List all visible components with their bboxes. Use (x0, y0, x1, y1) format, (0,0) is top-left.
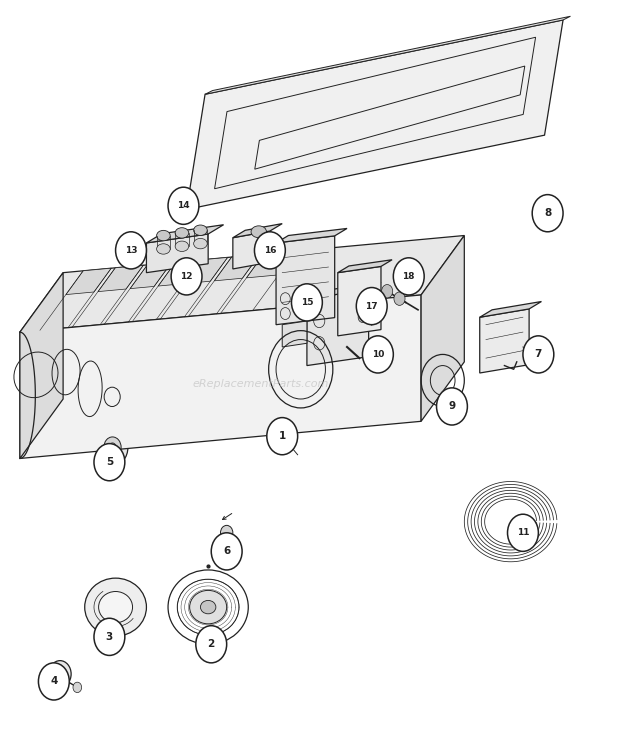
Circle shape (393, 258, 424, 295)
Polygon shape (20, 273, 63, 459)
Ellipse shape (99, 592, 133, 623)
Polygon shape (276, 236, 335, 325)
Text: 10: 10 (372, 350, 384, 359)
Circle shape (221, 525, 233, 540)
Circle shape (358, 312, 367, 322)
Ellipse shape (85, 578, 146, 636)
Polygon shape (276, 228, 347, 243)
Ellipse shape (200, 601, 216, 614)
Text: 3: 3 (106, 632, 113, 642)
Polygon shape (66, 269, 111, 295)
Polygon shape (480, 301, 541, 317)
Circle shape (171, 258, 202, 295)
Text: 14: 14 (177, 201, 190, 210)
Text: 15: 15 (301, 298, 313, 307)
Polygon shape (130, 263, 172, 289)
Text: 11: 11 (516, 528, 529, 537)
Ellipse shape (190, 590, 227, 624)
Circle shape (394, 292, 405, 305)
Text: 8: 8 (544, 208, 551, 219)
Polygon shape (205, 16, 570, 94)
Polygon shape (480, 309, 529, 373)
Polygon shape (187, 20, 563, 210)
Text: 2: 2 (208, 639, 215, 649)
Polygon shape (146, 234, 208, 273)
Text: 6: 6 (223, 546, 230, 557)
Text: 1: 1 (278, 431, 286, 441)
Ellipse shape (175, 241, 188, 251)
Polygon shape (246, 251, 296, 278)
Text: 7: 7 (534, 349, 542, 360)
Polygon shape (282, 321, 307, 347)
Text: 17: 17 (365, 301, 378, 310)
Polygon shape (421, 236, 464, 421)
Polygon shape (233, 231, 270, 269)
Text: 13: 13 (125, 246, 137, 255)
Circle shape (291, 283, 322, 321)
Polygon shape (307, 289, 369, 366)
Polygon shape (215, 254, 260, 280)
Circle shape (115, 232, 146, 269)
Circle shape (254, 232, 285, 269)
Text: 12: 12 (180, 272, 193, 281)
Circle shape (49, 661, 71, 687)
Circle shape (211, 533, 242, 570)
Text: 4: 4 (50, 677, 58, 686)
Text: 18: 18 (402, 272, 415, 281)
Circle shape (363, 336, 393, 373)
Ellipse shape (157, 244, 171, 254)
Circle shape (108, 443, 116, 452)
Circle shape (168, 187, 199, 225)
Polygon shape (20, 236, 464, 332)
Circle shape (104, 437, 121, 458)
Text: 16: 16 (264, 246, 276, 255)
Ellipse shape (251, 226, 267, 238)
Circle shape (381, 284, 392, 298)
Circle shape (97, 429, 128, 466)
Polygon shape (338, 260, 392, 273)
Text: eReplacementParts.com: eReplacementParts.com (192, 379, 329, 389)
Ellipse shape (175, 228, 188, 238)
Circle shape (94, 618, 125, 656)
Circle shape (73, 682, 82, 692)
Circle shape (38, 663, 69, 700)
Circle shape (196, 626, 227, 663)
Polygon shape (186, 257, 228, 283)
Circle shape (436, 388, 467, 425)
Polygon shape (307, 282, 381, 298)
Circle shape (532, 195, 563, 232)
Circle shape (94, 444, 125, 480)
Text: 5: 5 (106, 457, 113, 467)
Circle shape (508, 514, 538, 551)
Circle shape (523, 336, 554, 373)
Circle shape (267, 418, 298, 455)
Polygon shape (158, 260, 200, 286)
Ellipse shape (193, 225, 207, 236)
Polygon shape (20, 295, 421, 459)
Text: 9: 9 (448, 401, 456, 412)
Ellipse shape (157, 231, 171, 241)
Polygon shape (146, 225, 224, 243)
Ellipse shape (193, 239, 207, 249)
Polygon shape (233, 224, 282, 238)
Polygon shape (98, 266, 143, 292)
Polygon shape (338, 266, 381, 336)
Circle shape (356, 287, 387, 325)
